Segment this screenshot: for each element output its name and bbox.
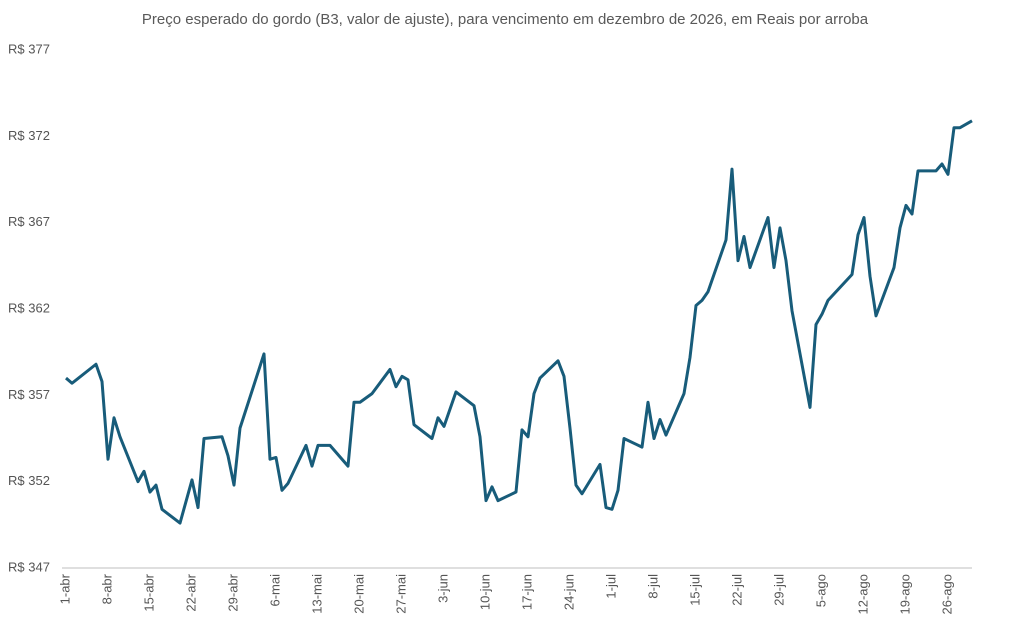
y-tick-label: R$ 372 xyxy=(8,128,50,143)
x-tick-label: 15-abr xyxy=(141,573,156,611)
y-tick-label: R$ 367 xyxy=(8,214,50,229)
x-tick-label: 26-ago xyxy=(939,574,954,614)
y-tick-label: R$ 377 xyxy=(8,41,50,56)
x-tick-label: 19-ago xyxy=(897,574,912,614)
x-tick-label: 22-abr xyxy=(183,573,198,611)
chart-title: Preço esperado do gordo (B3, valor de aj… xyxy=(142,11,869,28)
x-tick-label: 29-jul xyxy=(771,574,786,606)
y-tick-label: R$ 357 xyxy=(8,387,50,402)
x-tick-label: 22-jul xyxy=(729,574,744,606)
y-tick-label: R$ 352 xyxy=(8,473,50,488)
y-tick-label: R$ 347 xyxy=(8,559,50,574)
x-tick-label: 13-mai xyxy=(309,574,324,614)
x-tick-label: 5-ago xyxy=(813,574,828,607)
x-tick-label: 10-jun xyxy=(477,574,492,610)
x-tick-label: 20-mai xyxy=(351,574,366,614)
x-tick-label: 6-mai xyxy=(267,574,282,607)
y-tick-label: R$ 362 xyxy=(8,300,50,315)
x-tick-label: 1-jul xyxy=(603,574,618,599)
x-tick-label: 3-jun xyxy=(435,574,450,603)
x-tick-label: 17-jun xyxy=(519,574,534,610)
x-tick-label: 24-jun xyxy=(561,574,576,610)
x-tick-label: 27-mai xyxy=(393,574,408,614)
x-tick-label: 1-abr xyxy=(57,573,72,604)
x-tick-label: 15-jul xyxy=(687,574,702,606)
x-tick-label: 12-ago xyxy=(855,574,870,614)
x-tick-label: 8-jul xyxy=(645,574,660,599)
line-series xyxy=(65,119,973,525)
x-tick-label: 29-abr xyxy=(225,573,240,611)
x-tick-label: 8-abr xyxy=(99,573,114,604)
